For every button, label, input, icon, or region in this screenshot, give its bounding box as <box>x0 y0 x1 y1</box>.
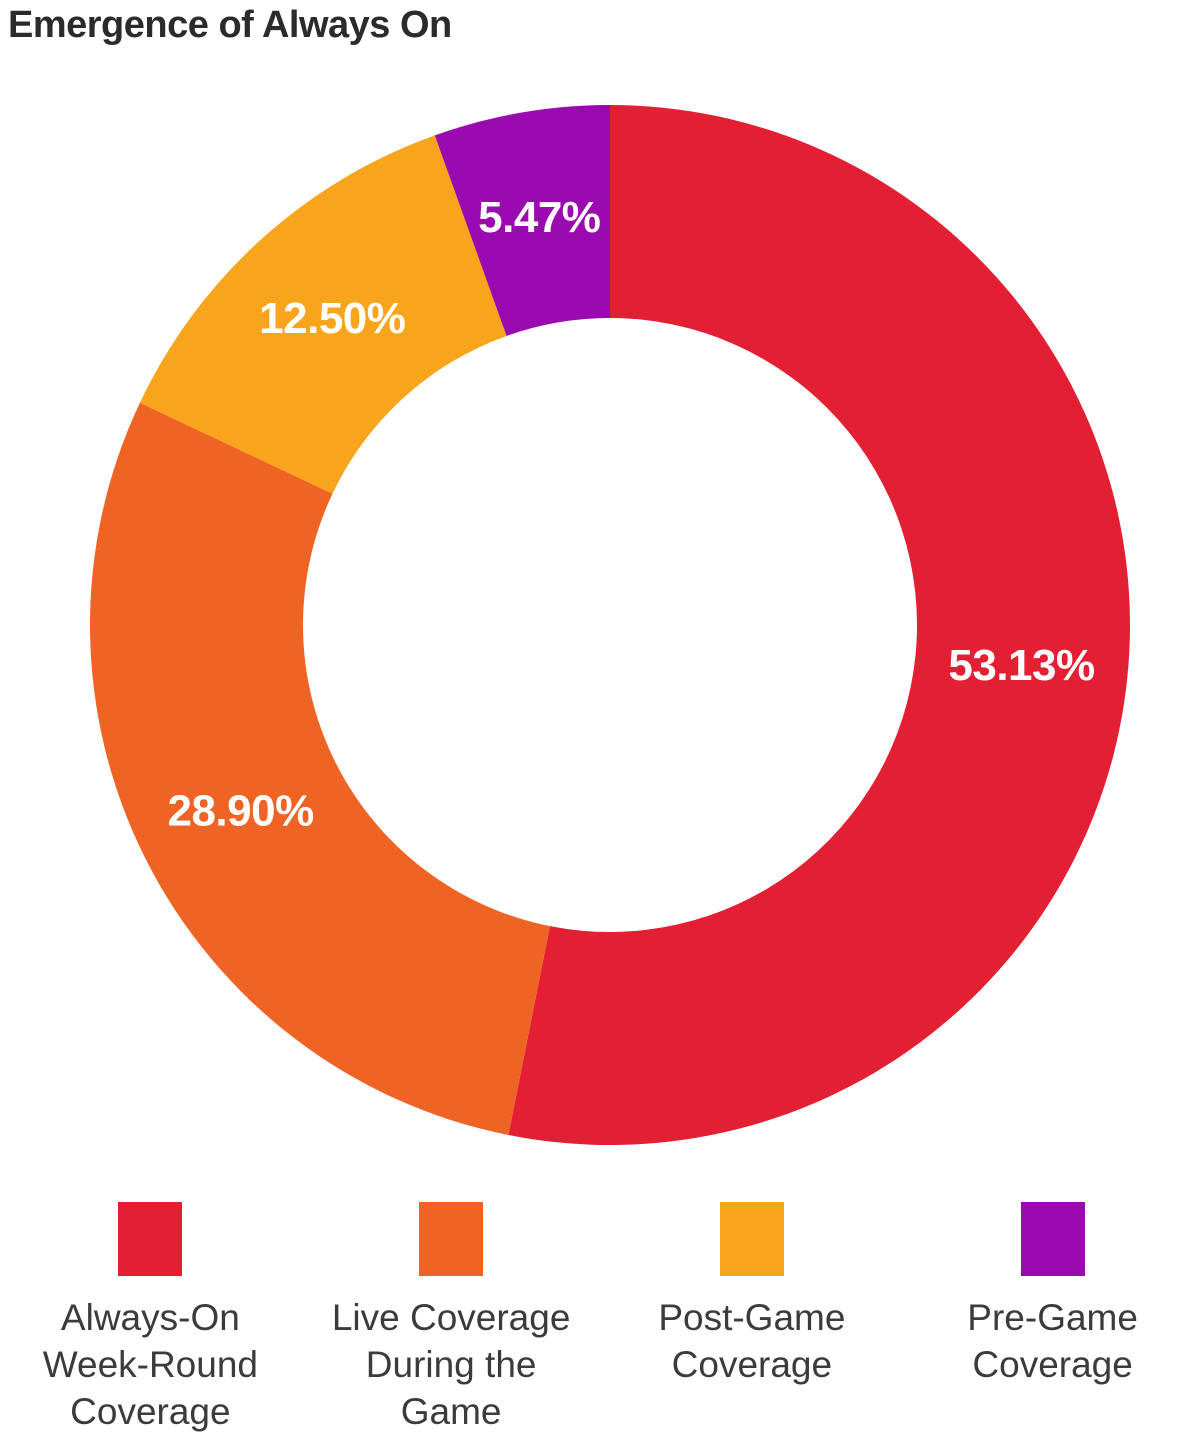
donut-slice-3[interactable] <box>434 105 610 336</box>
legend-swatch-0 <box>118 1202 183 1276</box>
legend-item-1[interactable]: Live Coverage During the Game <box>301 1202 602 1435</box>
legend-item-3[interactable]: Pre-Game Coverage <box>902 1202 1203 1435</box>
legend-item-2[interactable]: Post-Game Coverage <box>602 1202 903 1435</box>
chart-legend: Always-On Week-Round Coverage Live Coverage… <box>0 1202 1203 1435</box>
donut-slice-1[interactable] <box>90 402 551 1135</box>
slice-value-label-3: 5.47% <box>478 193 600 242</box>
legend-label-0: Always-On Week-Round Coverage <box>42 1297 258 1432</box>
slice-value-label-2: 12.50% <box>259 294 405 343</box>
legend-swatch-2 <box>719 1202 784 1276</box>
donut-slice-2[interactable] <box>139 135 507 494</box>
legend-item-0[interactable]: Always-On Week-Round Coverage <box>0 1202 301 1435</box>
slice-value-label-0: 53.13% <box>948 641 1094 690</box>
legend-swatch-1 <box>419 1202 484 1276</box>
slice-value-label-1: 28.90% <box>167 786 313 835</box>
legend-label-3: Pre-Game Coverage <box>967 1297 1138 1385</box>
donut-chart: 53.13% 28.90% 12.50% 5.47% <box>90 105 1130 1145</box>
chart-title: Emergence of Always On <box>8 4 452 46</box>
legend-label-1: Live Coverage During the Game <box>331 1297 571 1432</box>
legend-label-2: Post-Game Coverage <box>658 1297 846 1385</box>
donut-slice-0[interactable] <box>508 105 1130 1145</box>
legend-swatch-3 <box>1020 1202 1085 1276</box>
